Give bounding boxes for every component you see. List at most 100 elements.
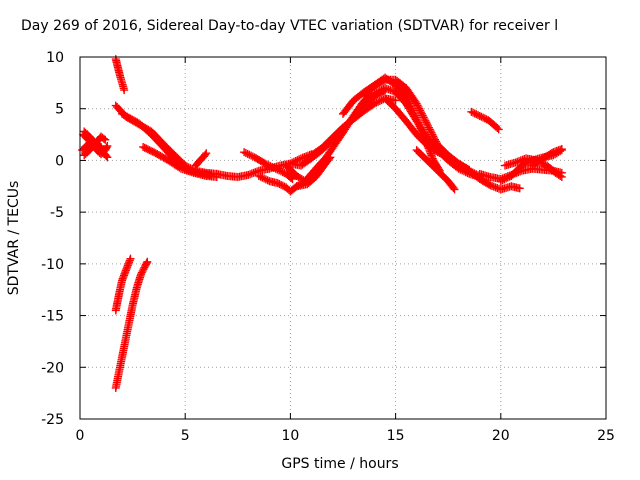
- data-point: [124, 259, 133, 268]
- data-point: [268, 162, 277, 171]
- data-point: [417, 108, 426, 117]
- data-point: [415, 104, 424, 113]
- data-point: [260, 174, 269, 183]
- data-point: [421, 137, 430, 146]
- data-point: [515, 184, 524, 193]
- data-point: [419, 131, 428, 140]
- data-point: [409, 108, 418, 117]
- y-tick-label: -10: [41, 257, 64, 273]
- data-point: [240, 148, 249, 157]
- data-point: [418, 129, 427, 138]
- data-point: [103, 141, 112, 150]
- data-point: [241, 149, 250, 158]
- data-point: [427, 151, 436, 160]
- data-point: [375, 96, 384, 105]
- pass-track: [412, 146, 459, 194]
- pass-track: [191, 149, 211, 170]
- data-point: [423, 142, 432, 151]
- data-point: [428, 130, 437, 139]
- data-point: [411, 113, 420, 122]
- x-tick-label: 10: [281, 428, 299, 444]
- pass-track: [111, 257, 152, 392]
- data-point: [417, 127, 426, 136]
- data-point: [450, 185, 459, 194]
- data-point: [449, 184, 458, 193]
- data-point: [429, 132, 438, 141]
- data-point: [261, 159, 270, 168]
- data-point: [437, 149, 446, 158]
- data-point: [417, 126, 426, 135]
- data-point: [202, 149, 211, 158]
- y-tick-label: -5: [50, 205, 64, 221]
- data-point: [201, 150, 210, 159]
- data-point: [420, 115, 429, 124]
- data-point: [414, 102, 423, 111]
- y-tick-label: 0: [55, 153, 64, 169]
- data-point: [374, 87, 383, 96]
- data-point: [262, 160, 271, 169]
- data-point: [414, 118, 423, 127]
- data-point: [263, 176, 272, 185]
- data-point: [254, 171, 263, 180]
- x-tick-label: 0: [76, 428, 85, 444]
- data-point: [500, 175, 509, 184]
- data-point: [101, 135, 110, 144]
- data-point: [408, 106, 417, 115]
- data-point: [519, 160, 528, 169]
- data-point: [271, 164, 280, 173]
- data-markers: [78, 55, 566, 392]
- data-point: [410, 109, 419, 118]
- data-point: [440, 151, 449, 160]
- data-point: [377, 85, 386, 94]
- data-point: [405, 99, 414, 108]
- pass-track: [139, 142, 221, 181]
- data-point: [406, 102, 415, 111]
- data-point: [422, 118, 431, 127]
- data-point: [424, 123, 433, 132]
- data-point: [420, 135, 429, 144]
- data-point: [143, 257, 152, 266]
- pass-track: [381, 94, 474, 174]
- pass-track: [111, 55, 129, 95]
- plot-frame: [79, 56, 607, 420]
- data-point: [411, 111, 420, 120]
- data-point: [415, 122, 424, 131]
- data-point: [503, 173, 512, 182]
- data-point: [375, 86, 384, 95]
- data-point: [125, 256, 134, 265]
- data-point: [391, 96, 400, 105]
- data-point: [521, 159, 530, 168]
- data-point: [269, 163, 278, 172]
- data-point: [402, 94, 411, 103]
- data-point: [427, 128, 436, 137]
- data-point: [175, 163, 184, 172]
- data-point: [557, 145, 566, 154]
- y-tick-label: 5: [55, 102, 64, 118]
- x-tick-label: 15: [387, 428, 405, 444]
- data-point: [278, 168, 287, 177]
- data-point: [539, 159, 548, 168]
- data-point: [120, 86, 129, 95]
- data-point: [266, 162, 275, 171]
- data-point: [404, 97, 413, 106]
- data-point: [406, 101, 415, 110]
- pass-track: [80, 127, 112, 162]
- pass-track: [111, 101, 221, 178]
- data-point: [370, 89, 379, 98]
- y-tick-label: 10: [46, 50, 64, 66]
- x-tick-label: 25: [597, 428, 615, 444]
- data-point: [419, 113, 428, 122]
- data-point: [438, 150, 447, 159]
- y-tick-label: -20: [41, 360, 64, 376]
- data-point: [502, 174, 511, 183]
- data-point: [273, 165, 282, 174]
- data-point: [264, 161, 273, 170]
- data-point: [287, 174, 296, 183]
- data-point: [402, 92, 411, 101]
- x-tick-label: 20: [492, 428, 510, 444]
- chart-title: Day 269 of 2016, Sidereal Day-to-day VTE…: [21, 18, 559, 34]
- data-point: [103, 153, 112, 162]
- data-point: [275, 166, 284, 175]
- data-point: [102, 152, 111, 161]
